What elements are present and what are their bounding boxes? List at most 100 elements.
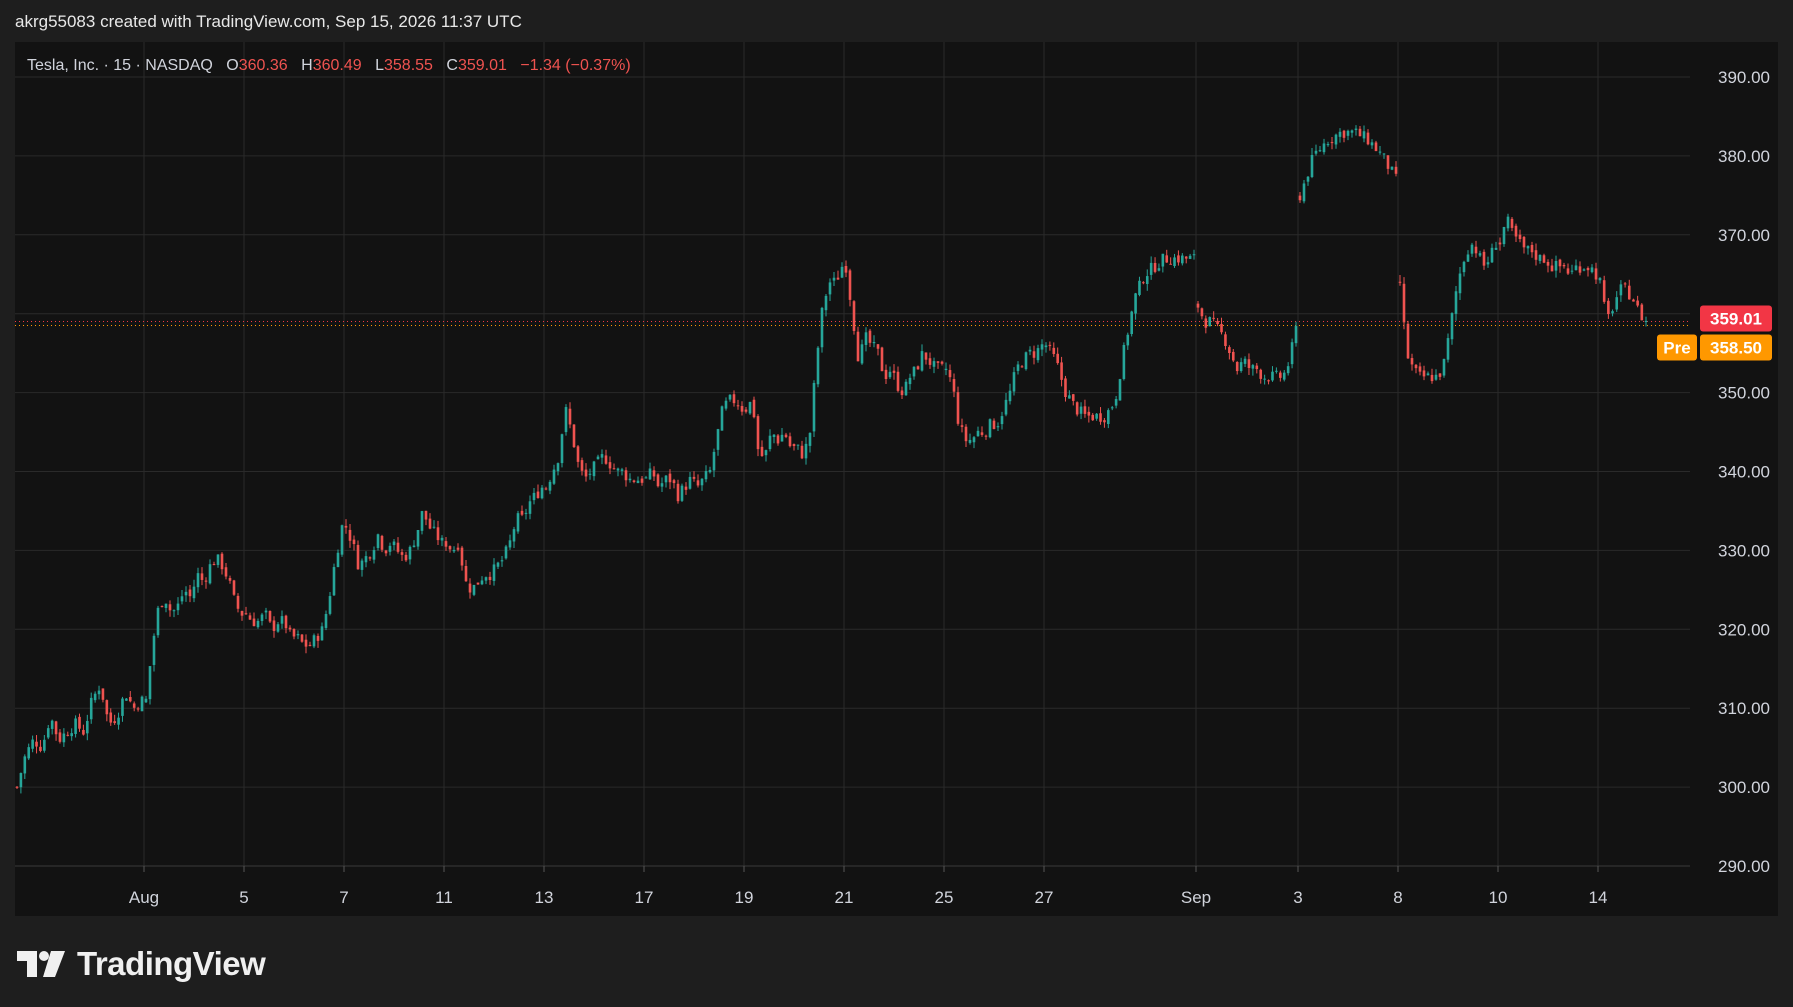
candle-body (260, 614, 264, 621)
candle-body (1402, 283, 1406, 323)
candle-body (544, 488, 548, 490)
candle-body (1251, 365, 1255, 369)
candle-body (376, 534, 380, 548)
candle-body (348, 529, 352, 541)
candle-body (1196, 303, 1200, 308)
ohlc-legend: Tesla, Inc. · 15 · NASDAQ O360.36 H360.4… (27, 57, 631, 74)
candle-body (1095, 413, 1098, 419)
legend-low-value: 358.55 (384, 57, 433, 74)
candle-body (1446, 338, 1450, 360)
tradingview-logo[interactable]: TradingView (17, 945, 266, 983)
candle-body (1048, 344, 1052, 346)
candle-body (1406, 323, 1410, 359)
candle-body (568, 408, 572, 425)
candle-body (1378, 151, 1382, 153)
candle-body (680, 485, 684, 501)
legend-symbol: Tesla, Inc. · 15 · NASDAQ (27, 57, 213, 74)
candle-body (552, 469, 556, 484)
candle-body (804, 443, 808, 459)
candle-body (1056, 353, 1059, 364)
candle-body (200, 573, 204, 580)
candle-body (476, 582, 480, 585)
candle-body (536, 491, 540, 498)
candle-body (1306, 176, 1310, 182)
time-axis[interactable]: Aug 5 7 11 13 17 19 21 25 27 Sep 3 8 10 14 (129, 866, 1608, 907)
candle-body (1000, 416, 1004, 425)
candle-body (592, 461, 596, 477)
time-tick-label: Sep (1181, 888, 1211, 907)
candle-body (312, 635, 316, 647)
candle-body (984, 435, 988, 437)
candle-body (1414, 364, 1418, 369)
candle-body (952, 379, 956, 392)
candle-body (1118, 379, 1122, 401)
candle-body (344, 525, 348, 528)
candle-body (1582, 269, 1586, 271)
chart-grid (15, 42, 1690, 867)
candle-body (1020, 366, 1024, 368)
candle-body (844, 265, 848, 273)
candle-body (1442, 358, 1446, 376)
candle-body (884, 369, 888, 380)
candle-body (15, 786, 19, 788)
candle-body (1267, 380, 1270, 382)
candle-body (1350, 130, 1354, 133)
candle-body (192, 586, 196, 599)
candle-body (768, 435, 772, 450)
candle-body (1550, 265, 1554, 272)
candle-body (964, 426, 968, 442)
candle-body (1607, 300, 1610, 315)
time-tick-label: 17 (635, 888, 654, 907)
candle-body (224, 567, 228, 577)
last-price-label: 359.01 (1700, 305, 1772, 332)
candle-body (816, 347, 820, 385)
candle-body (1228, 347, 1231, 354)
candle-body (1302, 183, 1306, 202)
candle-body (628, 478, 632, 481)
candle-body (1644, 320, 1648, 323)
price-tick-label: 390.00 (1718, 68, 1770, 87)
candle-body (1071, 394, 1075, 401)
candle-body (792, 444, 796, 447)
time-tick-label: 8 (1393, 888, 1402, 907)
candle-body (864, 332, 868, 345)
candle-body (1263, 378, 1266, 380)
candle-body (436, 527, 440, 541)
candle-body (109, 712, 113, 723)
candle-body (540, 487, 544, 499)
candle-body (43, 739, 46, 751)
candle-body (46, 728, 50, 738)
candle-body (1235, 361, 1239, 372)
candle-body (1012, 372, 1016, 392)
candle-body (636, 480, 640, 484)
candle-body (268, 611, 272, 622)
candle-body (1008, 390, 1012, 402)
candle-body (1374, 142, 1378, 152)
candle-body (584, 469, 588, 477)
candle-body (1434, 374, 1438, 380)
candle-body (560, 434, 564, 464)
chart-plot-area[interactable] (15, 42, 1778, 916)
candle-body (1538, 254, 1542, 261)
candle-body (316, 635, 320, 641)
candle-body (888, 371, 892, 378)
candle-body (140, 696, 144, 712)
candle-body (960, 425, 964, 427)
price-tick-label: 300.00 (1718, 778, 1770, 797)
candle-body (856, 331, 860, 362)
candle-body (720, 406, 724, 431)
candle-body (1534, 250, 1538, 260)
candle-body (1142, 282, 1145, 284)
candle-body (332, 567, 336, 596)
svg-text:Tesla, Inc. · 15 · NASDAQ: Tesla, Inc. · 15 · NASDAQ O360.36 H360.4… (27, 57, 631, 74)
candle-body (1558, 259, 1562, 267)
tradingview-logo-icon (17, 951, 65, 977)
candle-body (740, 406, 744, 412)
candle-body (1382, 153, 1386, 155)
candle-body (1122, 345, 1126, 380)
candle-body (1450, 313, 1454, 340)
legend-high-label: H (301, 57, 313, 74)
candle-body (1574, 265, 1578, 271)
candle-body (292, 629, 296, 637)
